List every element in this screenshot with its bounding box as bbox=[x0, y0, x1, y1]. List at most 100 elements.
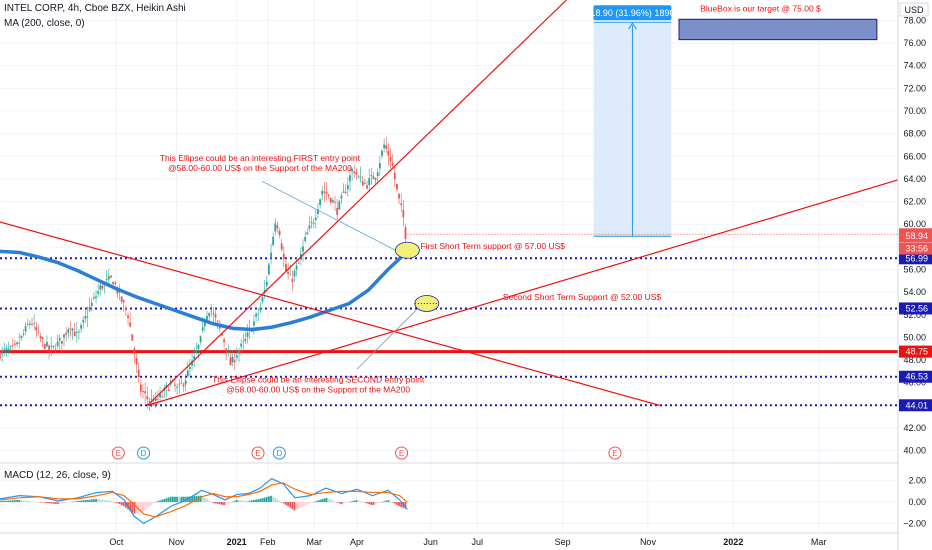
projection-tool[interactable]: 18.90 (31.96%) 1890 bbox=[590, 5, 674, 237]
candle-body bbox=[285, 263, 287, 272]
macd-histogram-bar bbox=[291, 502, 294, 509]
macd-histogram-bar bbox=[364, 502, 366, 503]
candle-body bbox=[359, 176, 362, 178]
macd-histogram-bar bbox=[1, 500, 4, 503]
macd-histogram-bar bbox=[159, 500, 161, 503]
macd-histogram-bar bbox=[105, 500, 108, 503]
macd-histogram-bar bbox=[340, 502, 343, 505]
trendlines[interactable] bbox=[0, 0, 932, 406]
macd-histogram-bar bbox=[289, 502, 292, 508]
time-tick-label: 2022 bbox=[723, 537, 743, 547]
price-tick-label: 60.00 bbox=[903, 219, 926, 229]
time-tick-label: Nov bbox=[640, 537, 657, 547]
macd-indicator-label[interactable]: MACD (12, 26, close, 9) bbox=[4, 470, 111, 481]
macd-histogram-bar bbox=[210, 501, 213, 503]
macd-histogram-bar bbox=[165, 498, 168, 503]
macd-histogram-bar bbox=[257, 499, 260, 503]
macd-histogram-bar bbox=[193, 496, 196, 503]
candle-body bbox=[225, 348, 228, 352]
candle-body bbox=[261, 297, 264, 302]
macd-histogram-bar bbox=[214, 502, 217, 504]
macd-histogram-bar bbox=[120, 502, 123, 506]
macd-histogram-bar bbox=[223, 502, 225, 506]
macd-histogram-bar bbox=[336, 502, 339, 503]
candle-body bbox=[302, 246, 304, 252]
candle-body bbox=[398, 193, 400, 199]
ma-indicator-label[interactable]: MA (200, close, 0) bbox=[4, 18, 85, 29]
symbol-title[interactable]: INTEL CORP, 4h, Cboe BZX, Heikin Ashi bbox=[4, 3, 186, 14]
macd-histogram-bar bbox=[280, 502, 283, 503]
macd-histogram-bar bbox=[323, 498, 326, 503]
macd-histogram-bar bbox=[327, 498, 330, 503]
candle-body bbox=[20, 335, 23, 339]
price-tick-label: 62.00 bbox=[903, 197, 926, 207]
candle-body bbox=[178, 384, 181, 386]
candle-body bbox=[402, 209, 405, 218]
macd-histogram-bar bbox=[299, 502, 302, 508]
horizontal-levels[interactable] bbox=[0, 233, 898, 407]
currency-badge[interactable] bbox=[899, 2, 929, 17]
candle-body bbox=[139, 384, 142, 392]
candle-body bbox=[31, 323, 33, 325]
candle-body bbox=[195, 350, 198, 353]
candle-body bbox=[257, 313, 260, 315]
macd-histogram-bar bbox=[142, 502, 144, 512]
macd-histogram-bar bbox=[297, 502, 300, 509]
entry-ellipses[interactable] bbox=[394, 241, 440, 312]
candle-body bbox=[43, 344, 46, 349]
annotation-text: First Short Term support @ 57.00 US$ bbox=[420, 241, 565, 251]
projection-label-box bbox=[593, 5, 672, 21]
macd-histogram-bar bbox=[344, 502, 347, 504]
candle-body bbox=[246, 332, 249, 337]
candle-body bbox=[135, 358, 138, 365]
macd-histogram-bar bbox=[28, 501, 31, 503]
candle-body bbox=[280, 243, 283, 250]
current-price-label-box bbox=[899, 230, 932, 243]
price-scale-background bbox=[898, 0, 932, 550]
macd-histogram-bar bbox=[229, 502, 232, 503]
macd-histogram-bar bbox=[329, 499, 332, 503]
macd-histogram-bar bbox=[157, 501, 159, 503]
target-box[interactable] bbox=[678, 18, 878, 41]
time-tick-label: Apr bbox=[350, 537, 364, 547]
macd-histogram-bar bbox=[31, 501, 33, 503]
ma200-path bbox=[0, 249, 410, 332]
macd-histogram-bar bbox=[357, 500, 360, 503]
candle-body bbox=[101, 286, 104, 289]
candle-body bbox=[120, 296, 123, 302]
time-tick-label: Oct bbox=[109, 537, 124, 547]
macd-histogram-bar bbox=[282, 502, 285, 504]
candle-body bbox=[381, 150, 383, 156]
candle-body bbox=[184, 380, 187, 385]
candle-body bbox=[95, 296, 97, 299]
macd-histogram-bar bbox=[48, 502, 50, 504]
price-tick-label: 52.00 bbox=[903, 310, 926, 320]
macd-histogram-bar bbox=[176, 496, 179, 503]
candle-body bbox=[82, 319, 85, 323]
event-marker-label: D bbox=[141, 449, 147, 458]
macd-line bbox=[0, 477, 408, 525]
macd-histogram-bar bbox=[112, 501, 115, 503]
event-marker-label: E bbox=[399, 449, 404, 458]
candle-body bbox=[231, 356, 234, 363]
macd-histogram-bar bbox=[84, 500, 87, 503]
macd-histogram-bar bbox=[146, 502, 149, 509]
candle-body bbox=[233, 360, 236, 363]
currency-label: USD bbox=[904, 5, 924, 15]
candle-body bbox=[1, 350, 4, 355]
candle-body bbox=[112, 282, 115, 285]
candle-body bbox=[37, 331, 40, 333]
time-grid bbox=[115, 0, 820, 532]
macd-histogram-bar bbox=[69, 502, 72, 503]
time-axis[interactable]: Oct Nov 2021 Feb Mar Apr Jun Jul Sep Nov 2022 Mar bbox=[109, 537, 826, 547]
candle-body bbox=[78, 331, 80, 333]
macd-histogram-bar bbox=[368, 502, 371, 505]
macd-histogram-bar bbox=[355, 500, 358, 503]
candle-body bbox=[199, 336, 202, 343]
macd-histogram-bar bbox=[385, 500, 388, 503]
macd-histogram-bar bbox=[270, 495, 272, 503]
candle-body bbox=[253, 321, 255, 326]
macd-histogram-bar bbox=[389, 501, 392, 503]
candle-body bbox=[80, 325, 82, 329]
